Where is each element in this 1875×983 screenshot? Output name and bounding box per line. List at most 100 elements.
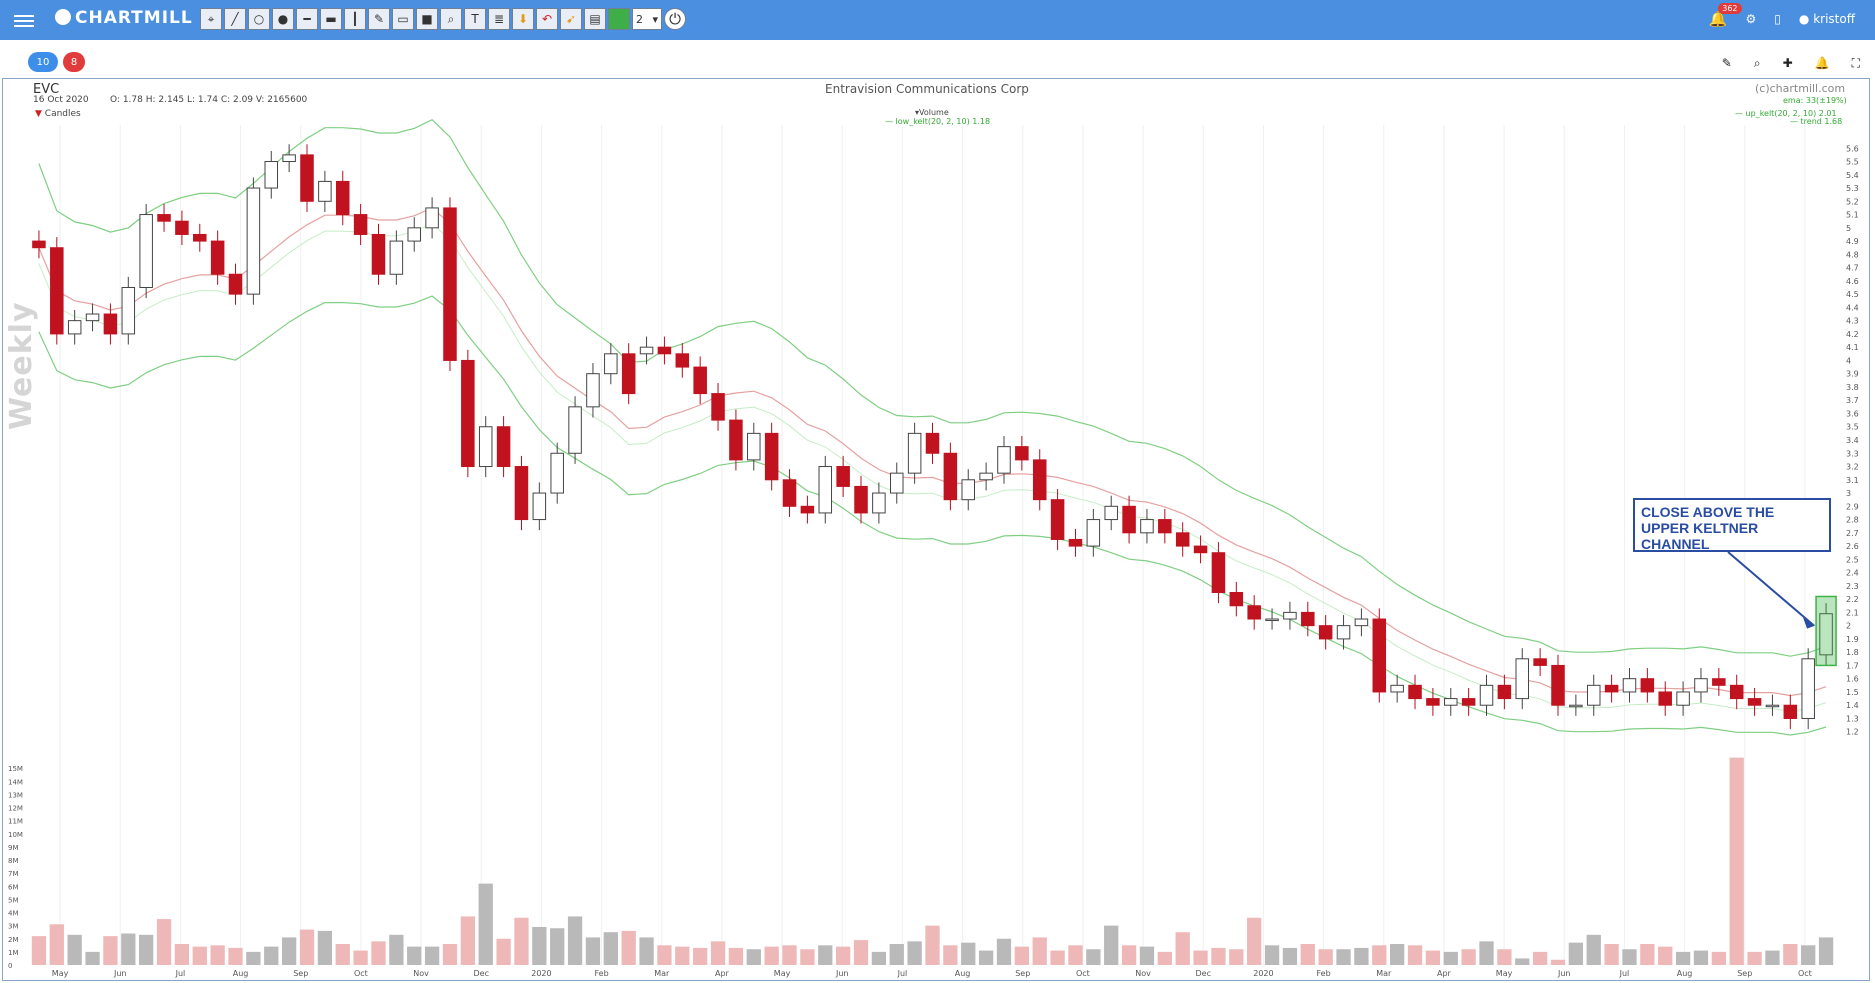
candle-body (1801, 658, 1815, 719)
candle-body (1354, 618, 1369, 627)
price-tick-label: 4 (1846, 356, 1851, 365)
volume-bar (335, 944, 350, 965)
candle-body (264, 161, 279, 189)
volume-bar (585, 937, 601, 965)
volume-bar (1139, 946, 1155, 965)
volume-bar (174, 944, 190, 965)
undo-icon[interactable]: ↶ (536, 8, 558, 30)
volume-bar (550, 928, 565, 965)
date-tick-label: Mar (1376, 969, 1392, 978)
volume-bar (1157, 951, 1172, 965)
price-tick-label: 4.9 (1846, 237, 1859, 246)
count-badge-blue[interactable]: 10 (28, 52, 58, 72)
chart-date: 16 Oct 2020 (33, 95, 89, 105)
horizontal-line-icon[interactable]: ━ (296, 8, 318, 30)
candle-body (1533, 658, 1547, 666)
volume-bar (389, 934, 404, 965)
pencil-icon[interactable]: ✎ (368, 8, 390, 30)
volume-bar (1318, 949, 1333, 965)
candle-body (1068, 538, 1083, 547)
candle-body (389, 240, 404, 275)
date-tick-label: 2020 (531, 969, 551, 978)
candle-body (604, 353, 618, 375)
volume-bar (1818, 937, 1834, 965)
price-tick-label: 4.5 (1846, 290, 1859, 299)
battery-icon[interactable]: ▯ (1774, 12, 1781, 26)
volume-bar (567, 916, 583, 965)
zoom-icon[interactable]: ⌕ (440, 8, 462, 30)
candle-body (1140, 519, 1154, 534)
annotation-arrowhead (1803, 617, 1816, 629)
date-tick-label: Feb (1316, 969, 1330, 978)
candle-body (1694, 678, 1708, 693)
price-tick-label: 2.4 (1846, 569, 1859, 578)
line-width-select[interactable]: 2 ▾ (632, 8, 662, 30)
trend-icon[interactable]: ➹ (560, 8, 582, 30)
price-tick-label: 3.3 (1846, 449, 1859, 458)
volume-bar (1372, 945, 1387, 965)
filled-circle-icon[interactable]: ● (272, 8, 294, 30)
color-picker[interactable] (608, 8, 630, 30)
candle-body (1318, 625, 1333, 640)
note-icon[interactable]: ≣ (488, 8, 510, 30)
thick-line-icon[interactable]: ▬ (320, 8, 342, 30)
top-navigation-bar: CHARTMILL ⌖ ╱ ○ ● ━ ▬ ┃ ✎ ▭ ■ ⌕ T ≣ ⬇ ↶ … (0, 0, 1875, 40)
volume-bar (1032, 937, 1047, 965)
circle-icon[interactable]: ○ (248, 8, 270, 30)
candle-body (300, 154, 314, 202)
volume-bar (210, 945, 225, 965)
candle-body (1032, 459, 1047, 501)
date-tick-label: May (774, 969, 791, 978)
price-tick-label: 3.8 (1846, 383, 1859, 392)
volume-tick-label: 11M (8, 818, 23, 826)
chartmill-logo[interactable]: CHARTMILL (55, 8, 193, 28)
candle-body (282, 154, 296, 163)
company-name: Entravision Communications Corp (825, 82, 1029, 96)
price-tick-label: 3.5 (1846, 423, 1859, 432)
plus-icon[interactable]: ✚ (1782, 56, 1793, 70)
save-icon[interactable]: ▤ (584, 8, 606, 30)
volume-bar (246, 951, 261, 965)
search-icon[interactable]: ⌕ (1753, 56, 1761, 70)
annotation-box[interactable]: CLOSE ABOVE THE UPPER KELTNER CHANNEL (1633, 498, 1831, 552)
candle-body (1247, 605, 1261, 620)
volume-bar (442, 944, 458, 965)
date-tick-label: May (52, 969, 69, 978)
candle-body (1283, 611, 1297, 620)
edit-icon[interactable]: ✎ (1721, 56, 1732, 70)
legend-low-keltner: — low_kelt(20, 2, 10) 1.18 (885, 117, 991, 126)
legend-candles-label: Candles (44, 109, 81, 119)
candle-body (961, 479, 975, 501)
alert-bell-icon[interactable]: 🔔 (1814, 56, 1830, 70)
date-tick-label: Aug (955, 969, 971, 978)
power-icon[interactable]: ⏻ (664, 8, 686, 30)
line-icon[interactable]: ╱ (224, 8, 246, 30)
volume-bar (1193, 950, 1208, 965)
gear-icon[interactable]: ⚙ (1745, 12, 1757, 26)
price-tick-label: 5 (1846, 224, 1851, 233)
volume-bar (478, 883, 493, 965)
fullscreen-icon[interactable]: ⛶ (1851, 56, 1860, 70)
filled-rectangle-icon[interactable]: ■ (416, 8, 438, 30)
volume-bar (1390, 944, 1405, 965)
candle-body (175, 220, 189, 235)
user-menu[interactable]: ● kristoff (1799, 12, 1855, 26)
volume-bar (1783, 944, 1798, 965)
text-icon[interactable]: T (464, 8, 486, 30)
volume-bar (675, 946, 690, 965)
volume-tick-label: 8M (8, 857, 19, 865)
price-tick-label: 5.3 (1846, 184, 1859, 193)
count-badge-red[interactable]: 8 (63, 52, 85, 72)
date-tick-label: Apr (715, 969, 730, 978)
candle-body (836, 466, 850, 487)
vertical-line-icon[interactable]: ┃ (344, 8, 366, 30)
bell-icon[interactable]: 🔔 362 (1709, 3, 1742, 28)
rectangle-icon[interactable]: ▭ (392, 8, 414, 30)
menu-icon[interactable] (14, 12, 34, 28)
volume-bar (67, 934, 82, 965)
cursor-icon[interactable]: ⌖ (200, 8, 222, 30)
candle-body (621, 353, 636, 395)
candle-body (103, 313, 118, 335)
arrow-down-icon[interactable]: ⬇ (512, 8, 534, 30)
